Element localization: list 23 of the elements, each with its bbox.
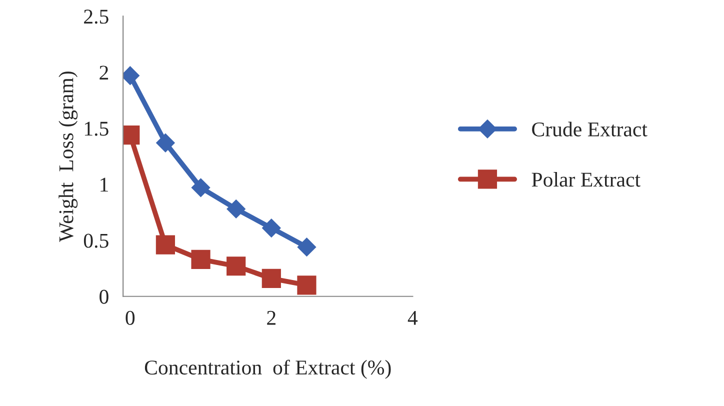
point	[262, 268, 281, 288]
y-tick-label: 2.5	[84, 10, 108, 24]
point	[156, 134, 175, 152]
point	[226, 256, 246, 276]
point	[156, 235, 176, 254]
y-tick-label: 0	[100, 290, 108, 304]
point	[226, 200, 246, 218]
x-tick-label: 0	[126, 310, 135, 325]
y-axis-title: Weight Loss (gram)	[58, 72, 78, 242]
x-tick-label: 4	[408, 311, 418, 325]
point	[297, 276, 316, 295]
y-tick-label: 0.5	[84, 234, 108, 248]
y-tick-label: 1	[100, 178, 108, 192]
legend-label: Crude Extract	[532, 122, 648, 136]
y-tick-label: 2	[100, 66, 108, 80]
point	[191, 178, 210, 198]
legend-label: Polar Extract	[532, 172, 640, 187]
y-tick-label: 1.5	[84, 122, 108, 136]
x-tick-label: 2	[267, 310, 276, 325]
point	[191, 250, 210, 269]
point	[262, 218, 281, 238]
point	[297, 238, 316, 256]
x-axis-title: Concentration of Extract (%)	[144, 360, 391, 379]
